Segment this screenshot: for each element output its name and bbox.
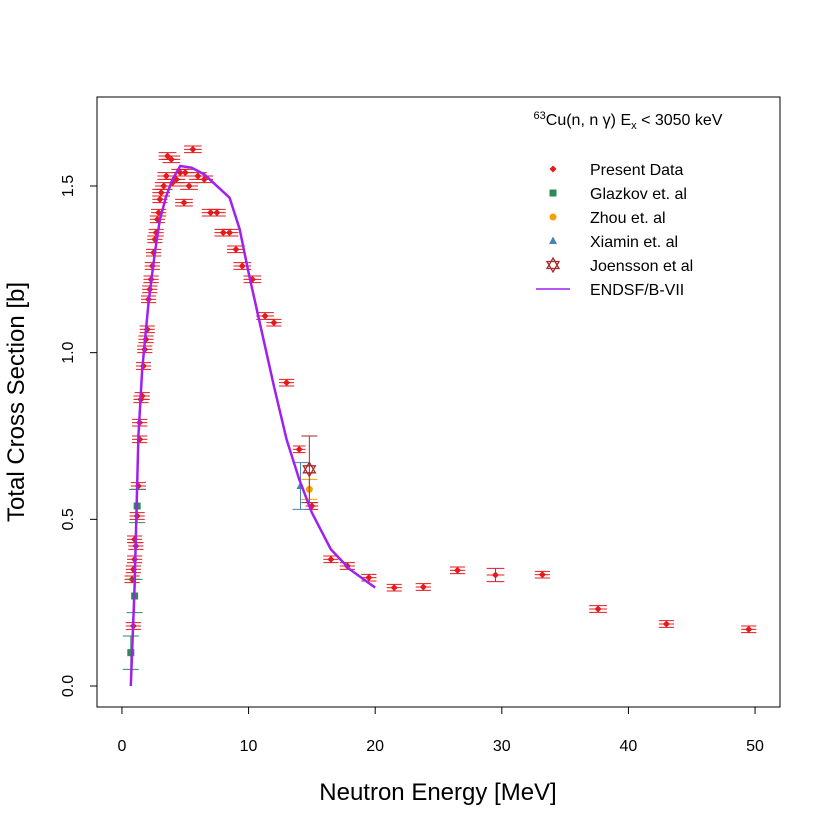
data-point — [232, 245, 240, 253]
data-point — [238, 262, 246, 270]
y-tick-label: 0.0 — [60, 675, 77, 697]
legend-label: Joensson et al — [590, 258, 693, 275]
data-point — [419, 583, 427, 591]
legend-marker — [549, 213, 557, 221]
x-tick-label: 40 — [620, 738, 638, 755]
x-tick-label: 50 — [746, 738, 764, 755]
data-point — [157, 189, 165, 197]
data-point — [365, 574, 373, 582]
y-axis-label: Total Cross Section [b] — [3, 282, 30, 522]
y-tick-label: 0.5 — [60, 508, 77, 530]
data-point — [189, 145, 197, 153]
x-tick-label: 10 — [240, 738, 258, 755]
annotation: 63Cu(n, n γ) Ex < 3050 keV — [534, 110, 723, 132]
x-tick-label: 0 — [117, 738, 126, 755]
data-point — [181, 169, 189, 177]
data-point — [594, 605, 602, 613]
y-tick-label: 1.0 — [60, 341, 77, 363]
annotation-main: Cu(n, n γ) E — [546, 112, 631, 129]
annotation-rest: < 3050 keV — [637, 112, 723, 129]
data-point — [302, 461, 317, 478]
legend-marker — [549, 165, 557, 173]
legend-label: Xiamin et. al — [590, 234, 678, 251]
data-point — [662, 620, 670, 628]
data-point — [491, 571, 499, 579]
data-point — [295, 445, 303, 453]
legend-marker — [545, 256, 561, 274]
data-point — [156, 195, 164, 203]
data-point — [167, 155, 175, 163]
data-point — [538, 571, 546, 579]
data-point — [745, 625, 753, 633]
data-point — [390, 584, 398, 592]
legend-marker — [549, 236, 557, 244]
x-axis-label: Neutron Energy [MeV] — [319, 779, 556, 806]
data-point — [270, 319, 278, 327]
data-point — [283, 379, 291, 387]
data-point — [162, 172, 170, 180]
legend-label: ENDSF/B-VII — [590, 282, 684, 299]
data-point — [185, 182, 193, 190]
data-point — [226, 229, 234, 237]
annotation-sub: x — [631, 120, 637, 132]
legend-label: Glazkov et. al — [590, 186, 687, 203]
legend-marker — [549, 189, 557, 197]
data-point — [213, 209, 221, 217]
legend-label: Present Data — [590, 162, 683, 179]
y-tick-label: 1.5 — [60, 175, 77, 197]
data-point — [327, 555, 335, 563]
data-point — [127, 649, 135, 657]
data-point — [261, 312, 269, 320]
data-point — [180, 199, 188, 207]
data-point — [453, 566, 461, 574]
model-curve — [129, 164, 376, 687]
x-tick-label: 20 — [366, 738, 384, 755]
annotation-sup: 63 — [534, 110, 546, 122]
legend-label: Zhou et. al — [590, 210, 666, 227]
x-tick-label: 30 — [493, 738, 511, 755]
